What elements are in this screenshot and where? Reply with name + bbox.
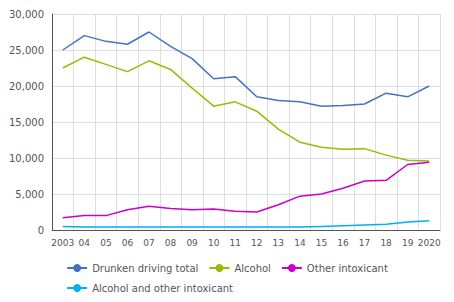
svg-text:11: 11: [229, 238, 240, 248]
svg-text:15,000: 15,000: [9, 117, 44, 128]
svg-text:08: 08: [165, 238, 177, 248]
svg-text:18: 18: [380, 238, 392, 248]
svg-text:09: 09: [186, 238, 198, 248]
svg-text:Drunken driving total: Drunken driving total: [92, 263, 198, 274]
svg-text:2020: 2020: [418, 238, 441, 248]
svg-text:2003: 2003: [51, 238, 74, 248]
svg-text:06: 06: [122, 238, 134, 248]
svg-text:20,000: 20,000: [9, 81, 44, 92]
svg-text:13: 13: [273, 238, 284, 248]
svg-text:Alcohol and other intoxicant: Alcohol and other intoxicant: [92, 283, 233, 294]
svg-text:10,000: 10,000: [9, 153, 44, 164]
svg-text:14: 14: [294, 238, 306, 248]
svg-text:12: 12: [251, 238, 262, 248]
svg-text:19: 19: [402, 238, 414, 248]
svg-text:16: 16: [337, 238, 349, 248]
svg-text:Alcohol: Alcohol: [234, 263, 270, 274]
svg-text:5,000: 5,000: [15, 189, 44, 200]
svg-text:30,000: 30,000: [9, 9, 44, 20]
svg-text:07: 07: [143, 238, 154, 248]
svg-text:Other intoxicant: Other intoxicant: [307, 263, 388, 274]
svg-text:17: 17: [359, 238, 370, 248]
svg-text:0: 0: [38, 225, 44, 236]
svg-text:15: 15: [316, 238, 327, 248]
svg-text:04: 04: [79, 238, 91, 248]
svg-text:10: 10: [208, 238, 220, 248]
svg-text:05: 05: [100, 238, 111, 248]
svg-text:25,000: 25,000: [9, 45, 44, 56]
